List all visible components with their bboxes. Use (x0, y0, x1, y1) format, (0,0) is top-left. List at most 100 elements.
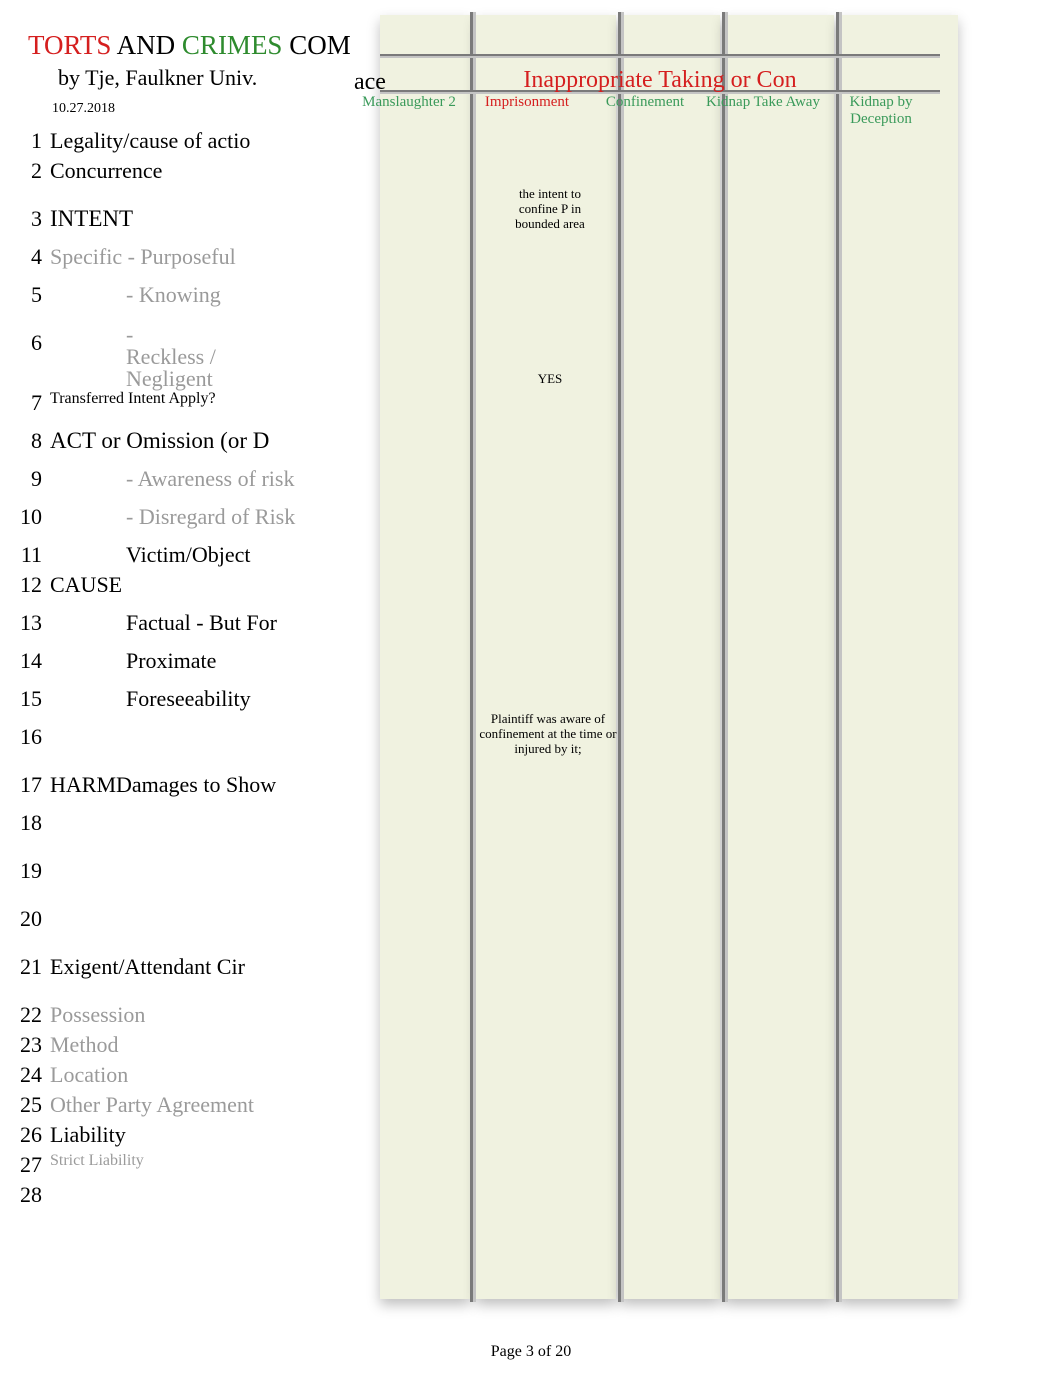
title-line: TORTS AND CRIMES COM (28, 30, 378, 61)
row-number: 24 (14, 1062, 50, 1088)
row-label: Transferred Intent Apply? (50, 390, 324, 408)
row-number: 9 (14, 466, 50, 492)
row-number: 14 (14, 648, 50, 674)
row-label: Other Party Agreement (50, 1092, 324, 1118)
row-number: 10 (14, 504, 50, 530)
row-number: 18 (14, 810, 50, 836)
column-separator (470, 12, 476, 1302)
row-label: - Knowing (50, 282, 324, 308)
title-and: AND (117, 30, 176, 60)
grid-column (380, 15, 470, 1299)
row-number: 16 (14, 724, 50, 750)
outline-row: 11Victim/Object (14, 542, 324, 572)
row-number: 25 (14, 1092, 50, 1118)
outline-row: 3INTENT (14, 206, 324, 236)
row-label: Location (50, 1062, 324, 1088)
row-number: 22 (14, 1002, 50, 1028)
row-label: Proximate (50, 648, 324, 674)
row-number: 23 (14, 1032, 50, 1058)
row-label: - Disregard of Risk (50, 504, 324, 530)
column-header: Imprisonment (468, 94, 586, 127)
row-number: 19 (14, 858, 50, 884)
grid-cell-text: the intent to confine P in bounded area (500, 187, 600, 232)
outline-row: 9- Awareness of risk (14, 466, 324, 496)
row-number: 1 (14, 128, 50, 154)
row-label: - Reckless /Negligent (50, 324, 324, 390)
column-header-row: Manslaughter 2ImprisonmentConfinementKid… (350, 94, 940, 127)
byline: by Tje, Faulkner Univ. (28, 65, 378, 91)
row-label: Victim/Object (50, 542, 324, 568)
row-number: 13 (14, 610, 50, 636)
outline-row: 17HARMDamages to Show (14, 772, 324, 802)
row-number: 6 (14, 330, 50, 356)
outline-row: 21Exigent/Attendant Cir (14, 954, 324, 984)
row-label: Concurrence (50, 158, 324, 184)
row-number: 7 (14, 390, 50, 416)
row-label: Exigent/Attendant Cir (50, 954, 324, 980)
row-number: 28 (14, 1182, 50, 1208)
outline-row: 12CAUSE (14, 572, 324, 602)
row-separator (380, 54, 940, 58)
grid-cell-text: YES (500, 372, 600, 387)
outline-row: 15Foreseeability (14, 686, 324, 716)
row-number: 17 (14, 772, 50, 798)
column-separator (722, 12, 728, 1302)
row-number: 2 (14, 158, 50, 184)
row-label: Foreseeability (50, 686, 324, 712)
grid-cell-text: Plaintiff was aware of confinement at th… (478, 712, 618, 757)
title-crimes: CRIMES (182, 30, 283, 60)
row-number: 21 (14, 954, 50, 980)
row-number: 27 (14, 1152, 50, 1178)
outline-row: 20 (14, 906, 324, 936)
row-label: CAUSE (50, 572, 324, 598)
outline-row: 7Transferred Intent Apply? (14, 390, 324, 420)
grid-area: the intent to confine P in bounded area Y… (380, 12, 940, 1302)
outline-rows: 1Legality/cause of actio2Concurrence3INT… (14, 128, 324, 1212)
doc-date: 10.27.2018 (28, 101, 378, 117)
outline-row: 26Liability (14, 1122, 324, 1152)
column-separator (836, 12, 842, 1302)
section-title: Inappropriate Taking or Con (380, 67, 940, 94)
outline-row: 16 (14, 724, 324, 754)
row-label: INTENT (50, 206, 324, 232)
outline-row: 2Concurrence (14, 158, 324, 188)
row-number: 11 (14, 542, 50, 568)
outline-row: 13Factual - But For (14, 610, 324, 640)
outline-row: 10- Disregard of Risk (14, 504, 324, 534)
outline-row: 28 (14, 1182, 324, 1212)
outline-row: 8ACT or Omission (or D (14, 428, 324, 458)
row-number: 20 (14, 906, 50, 932)
outline-row: 25Other Party Agreement (14, 1092, 324, 1122)
column-separator (618, 12, 624, 1302)
outline-row: 19 (14, 858, 324, 888)
column-header: Kidnap by Deception (822, 94, 940, 127)
outline-row: 24Location (14, 1062, 324, 1092)
row-label: ACT or Omission (or D (50, 428, 324, 454)
grid-column (620, 15, 720, 1299)
row-number: 5 (14, 282, 50, 308)
outline-row: 27Strict Liability (14, 1152, 324, 1182)
row-number: 4 (14, 244, 50, 270)
row-label: Legality/cause of actio (50, 128, 324, 154)
row-number: 8 (14, 428, 50, 454)
column-header: Confinement (586, 94, 704, 127)
row-label: Possession (50, 1002, 324, 1028)
grid-column (838, 15, 958, 1299)
grid-column (724, 15, 834, 1299)
outline-row: 23Method (14, 1032, 324, 1062)
row-label: HARMDamages to Show (50, 772, 324, 798)
outline-row: 18 (14, 810, 324, 840)
row-number: 15 (14, 686, 50, 712)
row-number: 26 (14, 1122, 50, 1148)
row-label: Factual - But For (50, 610, 324, 636)
outline-row: 1Legality/cause of actio (14, 128, 324, 158)
page-header: TORTS AND CRIMES COM by Tje, Faulkner Un… (28, 30, 378, 117)
outline-row: 4Specific - Purposeful (14, 244, 324, 274)
column-header: Kidnap Take Away (704, 94, 822, 127)
column-header: Manslaughter 2 (350, 94, 468, 127)
row-label: Specific - Purposeful (50, 244, 324, 270)
row-number: 12 (14, 572, 50, 598)
outline-row: 22Possession (14, 1002, 324, 1032)
row-number: 3 (14, 206, 50, 232)
outline-row: 6- Reckless /Negligent (14, 330, 324, 390)
